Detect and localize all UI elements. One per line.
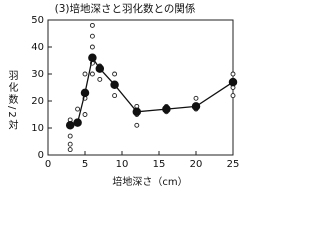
- mean-point: [132, 107, 142, 117]
- sample-point: [112, 71, 118, 77]
- sample-point: [67, 147, 73, 153]
- sample-point: [89, 71, 95, 77]
- sample-point: [89, 44, 95, 50]
- sample-point: [97, 76, 103, 82]
- sample-point: [67, 141, 73, 147]
- x-tick-label: 20: [190, 159, 203, 170]
- sample-point: [82, 112, 88, 117]
- mean-point: [73, 118, 82, 127]
- sample-point: [89, 33, 95, 39]
- sample-point: [112, 93, 118, 99]
- mean-point: [88, 53, 97, 63]
- y-tick-label: 50: [31, 15, 44, 26]
- chart: (3)培地深さと羽化数との関係 羽化数/2対 培地深さ（cm） 0 10 20 30 4…: [6, 2, 240, 188]
- sample-point: [67, 133, 73, 139]
- y-axis-label: 羽化数/2対: [6, 70, 18, 132]
- y-tick-label: 0: [38, 150, 44, 161]
- y-tick-label: 40: [31, 42, 44, 53]
- plot-frame: [47, 19, 234, 156]
- y-tick-label: 30: [31, 69, 44, 80]
- sample-point: [82, 71, 88, 77]
- mean-point: [110, 80, 119, 90]
- x-tick-label: 5: [82, 159, 88, 170]
- x-tick-label: 15: [153, 159, 166, 170]
- sample-point: [193, 95, 199, 101]
- mean-point: [162, 104, 171, 114]
- mean-line: [69, 56, 234, 126]
- x-tick-label: 10: [116, 159, 129, 170]
- mean-point: [95, 64, 105, 73]
- sample-point: [230, 93, 236, 99]
- mean-point: [191, 102, 201, 111]
- x-tick-label: 0: [45, 159, 51, 170]
- sample-point: [89, 22, 95, 28]
- y-tick-label: 20: [31, 96, 44, 107]
- mean-point: [228, 77, 238, 87]
- x-tick-label: 25: [227, 159, 240, 170]
- mean-point: [80, 88, 90, 98]
- sample-point: [230, 71, 236, 77]
- sample-point: [134, 122, 140, 128]
- y-tick-label: 10: [31, 123, 44, 134]
- mean-point: [65, 121, 75, 130]
- sample-point: [75, 106, 81, 112]
- chart-title: (3)培地深さと羽化数との関係: [55, 2, 196, 15]
- x-axis-label: 培地深さ（cm）: [112, 175, 187, 188]
